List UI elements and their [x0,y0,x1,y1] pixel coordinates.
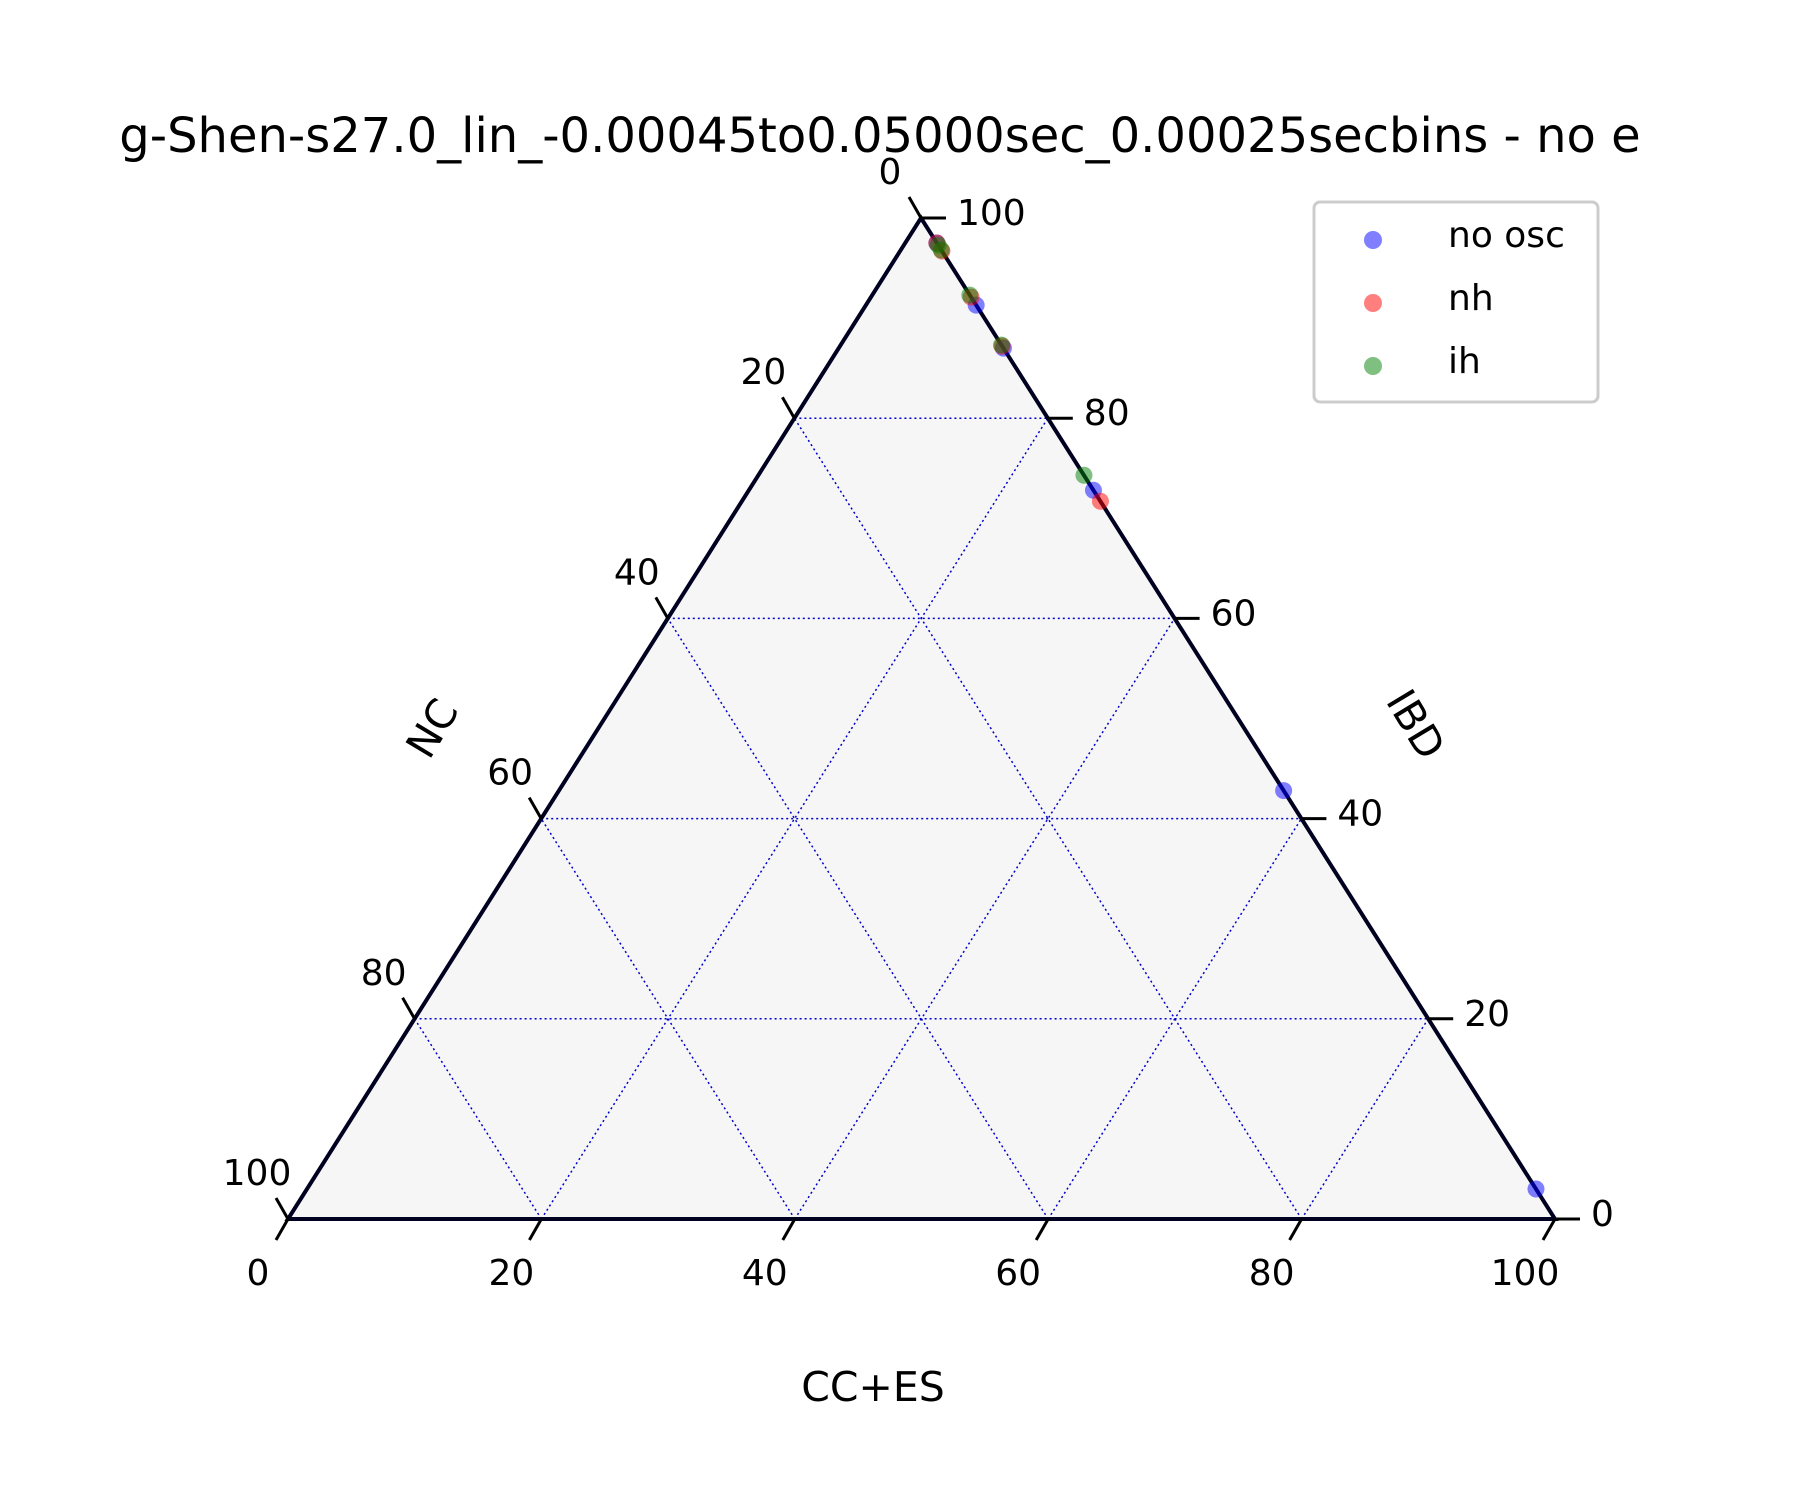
legend-marker [1364,294,1382,312]
tick-label-bottom: 60 [995,1253,1041,1294]
tick-bottom [1034,1218,1050,1241]
gridline-cc-es [794,617,1176,1220]
tick-label-left: 60 [487,753,533,794]
tick-label-right: 80 [1084,393,1130,434]
legend-marker [1364,357,1382,375]
tick-label-right: 0 [1591,1194,1614,1235]
tick-label-bottom: 20 [488,1253,534,1294]
tick-label-left: 100 [223,1153,292,1194]
legend: no osc nh ih [1312,200,1600,404]
tick-label-right: 60 [1211,593,1257,634]
tick-label-left: 40 [614,552,660,593]
tick-left [527,796,543,820]
axis-title-left: NC [397,691,469,767]
tick-label-left: 20 [740,352,786,393]
data-point [1075,466,1093,484]
tick-left [274,1197,290,1220]
data-point [1091,492,1109,510]
series-ih [929,236,1093,484]
tick-left [781,396,796,419]
data-point [961,286,979,304]
legend-marker [1364,231,1382,249]
legend-box [1312,200,1600,404]
legend-label: nh [1448,278,1494,319]
tick-left [401,997,416,1020]
gridline-nc [667,617,1049,1220]
tick-bottom [1288,1218,1303,1241]
data-point [1527,1180,1545,1198]
triangle-outline [284,214,1559,1221]
chart-title: g-Shen-s27.0_lin_-0.00045to0.05000sec_0.… [119,108,1640,164]
tick-label-right: 40 [1337,794,1383,835]
triangle-background [288,218,1555,1219]
tick-label-bottom: 100 [1491,1253,1560,1294]
legend-label: no osc [1448,215,1565,256]
data-point [1275,782,1293,800]
tick-bottom [528,1218,543,1241]
axis-title-bottom: CC+ES [801,1363,945,1411]
tick-label-bottom: 40 [742,1253,788,1294]
data-point [932,241,950,259]
plot-area: 0 20 40 60 80 100 0 20 40 60 80 100 0 20 40 60 80 100 CC+E… [223,152,1614,1411]
tick-label-bottom: 80 [1249,1253,1295,1294]
tick-bottom [781,1218,797,1241]
data-point [993,336,1011,354]
axis-title-right: IBD [1377,681,1455,767]
gridline-nc [540,818,796,1220]
tick-left [654,596,670,620]
tick-bottom [1541,1218,1557,1241]
tick-label-left: 80 [361,953,407,994]
tick-label-left: 0 [879,152,902,193]
tick-label-right: 20 [1464,994,1510,1035]
tick-left [907,196,923,219]
legend-label: ih [1448,341,1481,382]
tick-bottom [274,1218,290,1241]
tick-label-right: 100 [957,193,1026,234]
tick-label-bottom: 0 [247,1253,270,1294]
